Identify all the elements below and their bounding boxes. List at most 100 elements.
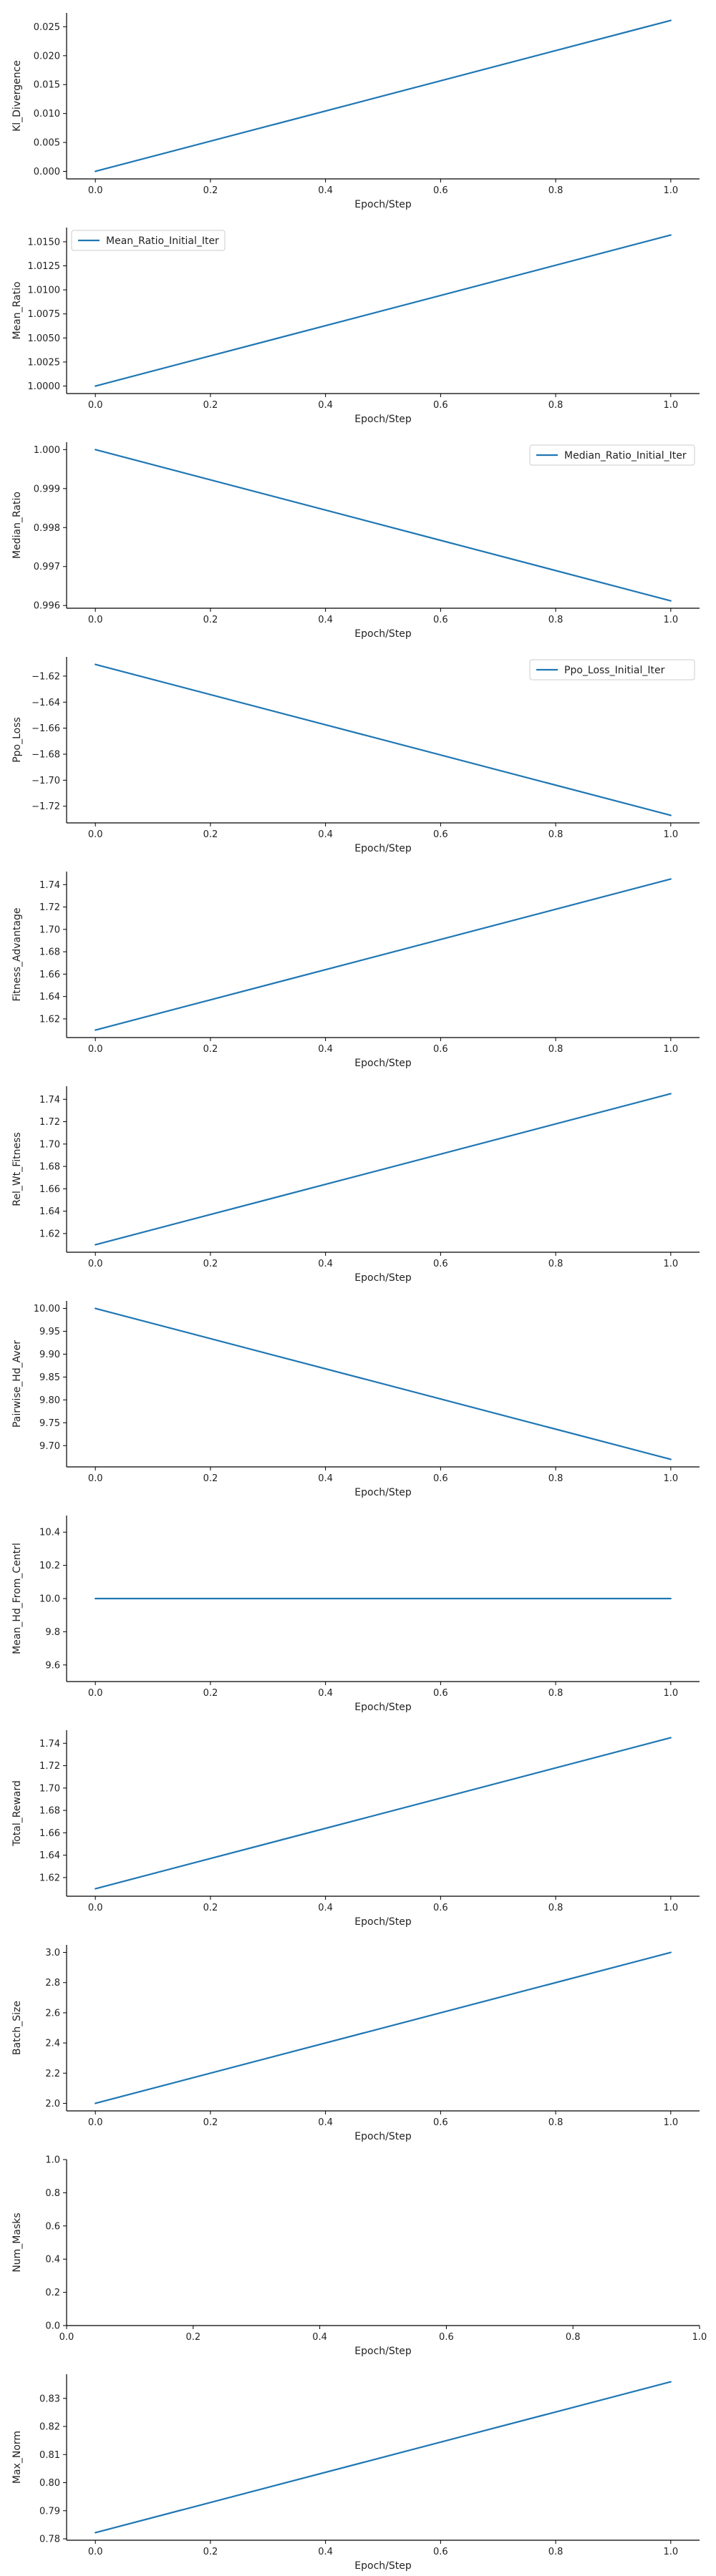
panel-4: 0.0 0.2 0.4 0.6 0.8 1.0 −1.62 −1.64 −1.66 −1.68 −1… — [11, 657, 700, 854]
panel-1: 0.0 0.2 0.4 0.6 0.8 1.0 0.000 0.005 0.010 0.015 0.… — [11, 13, 700, 210]
y-tick-label: 0.0 — [45, 2321, 60, 2332]
y-tick-label: 1.70 — [39, 924, 60, 935]
x-tick-label: 0.6 — [433, 185, 448, 196]
x-tick-label: 0.8 — [548, 1903, 563, 1913]
y-tick-label: 1.70 — [39, 1783, 60, 1794]
y-tick-label: 1.62 — [39, 1014, 60, 1025]
y-tick-label: −1.68 — [32, 750, 60, 761]
y-tick-label: 1.62 — [39, 1229, 60, 1239]
x-tick-label: 1.0 — [663, 1259, 678, 1269]
y-tick-label: 10.0 — [39, 1594, 60, 1605]
x-tick-label: 0.6 — [433, 1044, 448, 1055]
series-line — [95, 1951, 672, 2104]
x-tick-label: 0.4 — [318, 1688, 333, 1699]
series-line — [95, 1737, 672, 1890]
y-axis-label: Max_Norm — [11, 2431, 23, 2484]
x-tick-label: 0.4 — [318, 400, 333, 411]
y-tick-label: 1.64 — [39, 1850, 60, 1861]
x-tick-label: 0.4 — [312, 2332, 327, 2343]
y-tick-label: 9.6 — [45, 1660, 60, 1671]
series-line — [95, 234, 672, 387]
x-axis-label: Epoch/Step — [354, 843, 412, 854]
y-tick-label: 0.005 — [34, 138, 60, 149]
y-tick-label: 1.0000 — [28, 381, 61, 392]
y-tick-label: 1.64 — [39, 992, 60, 1002]
y-axis-label: Fitness_Advantage — [11, 907, 23, 1001]
x-tick-label: 0.4 — [318, 1903, 333, 1913]
y-axis-label: Ppo_Loss — [11, 717, 23, 763]
x-tick-label: 0.2 — [185, 2332, 200, 2343]
y-tick-label: 9.8 — [45, 1627, 60, 1638]
y-axis-label: Median_Ratio — [11, 492, 23, 559]
x-tick-label: 1.0 — [663, 2117, 678, 2128]
x-tick-label: 0.2 — [203, 2547, 218, 2557]
y-axis-label: Mean_Hd_From_Centrl — [11, 1543, 23, 1654]
series-line — [95, 1307, 672, 1460]
y-tick-label: 1.68 — [39, 1806, 60, 1817]
x-tick-label: 0.4 — [318, 829, 333, 840]
y-tick-label: 0.015 — [34, 80, 60, 91]
panel-8: 0.0 0.2 0.4 0.6 0.8 1.0 9.6 9.8 10.0 10.2 10.4 Epoc… — [11, 1516, 700, 1713]
x-tick-label: 0.6 — [433, 829, 448, 840]
x-tick-label: 1.0 — [663, 615, 678, 625]
y-tick-label: 9.75 — [39, 1418, 60, 1429]
x-tick-label: 0.6 — [433, 1903, 448, 1913]
y-tick-label: 1.0050 — [28, 333, 61, 344]
x-tick-label: 1.0 — [663, 1473, 678, 1484]
x-axis-label: Epoch/Step — [354, 628, 412, 640]
y-tick-label: 10.4 — [39, 1528, 60, 1538]
y-tick-label: 1.000 — [34, 445, 60, 456]
x-tick-label: 0.8 — [548, 2117, 563, 2128]
y-tick-label: 0.80 — [39, 2478, 60, 2489]
x-tick-label: 0.2 — [203, 615, 218, 625]
y-tick-label: 0.83 — [39, 2394, 60, 2404]
y-tick-label: 0.996 — [34, 601, 60, 612]
y-tick-label: 0.020 — [34, 51, 60, 62]
y-tick-label: 1.0025 — [28, 357, 61, 368]
y-tick-label: 1.68 — [39, 1162, 60, 1173]
x-tick-label: 0.2 — [203, 1044, 218, 1055]
x-tick-label: 0.0 — [88, 1688, 103, 1699]
x-tick-label: 0.8 — [548, 1259, 563, 1269]
x-tick-label: 0.8 — [548, 1688, 563, 1699]
y-tick-label: 1.66 — [39, 1828, 60, 1839]
y-tick-label: 10.00 — [34, 1304, 60, 1314]
y-tick-label: 1.0100 — [28, 286, 61, 296]
y-tick-label: 9.80 — [39, 1395, 60, 1406]
series-line — [95, 2381, 672, 2534]
y-tick-label: 0.000 — [34, 167, 60, 177]
y-tick-label: 1.0 — [45, 2155, 60, 2166]
x-tick-label: 1.0 — [663, 185, 678, 196]
x-tick-label: 1.0 — [663, 1044, 678, 1055]
series-line — [95, 663, 672, 816]
panel-2: 0.0 0.2 0.4 0.6 0.8 1.0 1.0000 1.0025 1.0050 1.00… — [11, 228, 700, 425]
x-tick-label: 0.4 — [318, 2117, 333, 2128]
series-line — [95, 449, 672, 602]
y-tick-label: 1.68 — [39, 947, 60, 958]
x-tick-label: 0.0 — [88, 1473, 103, 1484]
series-line — [95, 878, 672, 1031]
y-tick-label: 9.70 — [39, 1441, 60, 1452]
x-tick-label: 0.2 — [203, 1688, 218, 1699]
y-tick-label: 0.82 — [39, 2422, 60, 2433]
panel-9: 0.0 0.2 0.4 0.6 0.8 1.0 1.62 1.64 1.66 1.68 1.70 1.… — [11, 1730, 700, 1928]
x-tick-label: 0.2 — [203, 829, 218, 840]
x-tick-label: 0.0 — [88, 615, 103, 625]
legend-box — [529, 659, 695, 680]
x-tick-label: 0.8 — [548, 2547, 563, 2557]
panel-11: 0.0 0.2 0.4 0.6 0.8 1.0 0.0 0.2 0.4 0.6 0.8 1.0 Epoc… — [11, 2155, 707, 2358]
x-tick-label: 1.0 — [663, 1688, 678, 1699]
y-axis-label: Total_Reward — [11, 1780, 23, 1847]
x-axis-label: Epoch/Step — [354, 1058, 412, 1069]
panel-12: 0.0 0.2 0.4 0.6 0.8 1.0 0.78 0.79 0.80 0.81 0.82 0.… — [11, 2374, 700, 2572]
x-tick-label: 0.0 — [88, 1903, 103, 1913]
x-axis-label: Epoch/Step — [354, 2560, 412, 2572]
x-tick-label: 0.0 — [88, 2117, 103, 2128]
legend-box — [529, 444, 695, 466]
x-axis-label: Epoch/Step — [354, 414, 412, 425]
x-tick-label: 0.0 — [88, 185, 103, 196]
y-tick-label: 1.74 — [39, 1095, 60, 1106]
x-tick-label: 0.2 — [203, 1903, 218, 1913]
y-tick-label: −1.66 — [32, 723, 60, 734]
